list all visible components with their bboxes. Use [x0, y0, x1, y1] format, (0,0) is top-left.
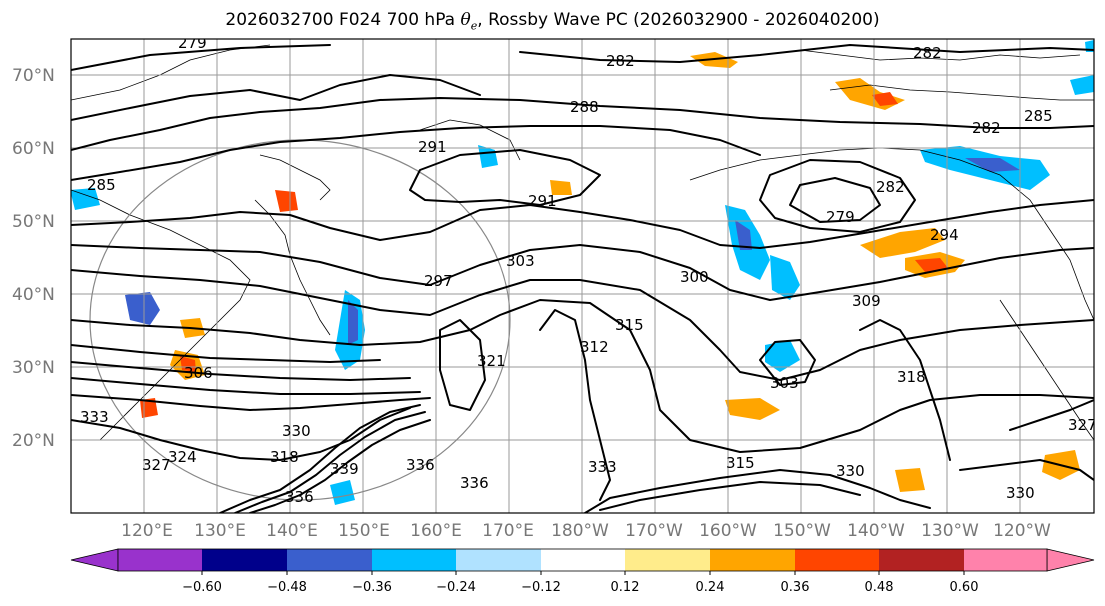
contour-label: 282: [913, 44, 942, 62]
contour-label: 294: [930, 226, 959, 244]
contour-label: 285: [87, 176, 116, 194]
lon-label: 150°E: [338, 521, 390, 541]
colorbar-swatch: [710, 549, 795, 571]
lon-label: 130°W: [921, 521, 979, 541]
lat-label: 50°N: [12, 212, 55, 232]
colorbar-tick-label: −0.60: [182, 580, 222, 595]
colorbar-tick-label: 0.24: [696, 580, 725, 595]
colorbar-tick-label: 0.60: [950, 580, 979, 595]
lon-label: 120°E: [121, 521, 173, 541]
lon-label: 170°W: [625, 521, 683, 541]
coastlines: [71, 44, 1094, 441]
colorbar-swatch: [372, 549, 456, 571]
colorbar-outline: [117, 548, 1048, 572]
contour-label: 288: [570, 98, 599, 116]
colorbar-swatch: [795, 549, 879, 571]
lon-label: 150°W: [773, 521, 831, 541]
contour-label: 282: [876, 178, 905, 196]
contour-label: 300: [680, 268, 709, 286]
contour-label: 279: [178, 34, 207, 52]
contour-label: 324: [168, 448, 197, 466]
colorbar-tick-label: 0.48: [865, 580, 894, 595]
contour-label: 297: [424, 272, 453, 290]
contour-label: 318: [897, 368, 926, 386]
lat-label: 40°N: [12, 285, 55, 305]
contour-label: 282: [606, 52, 635, 70]
contour-label: 303: [770, 374, 799, 392]
lat-label: 70°N: [12, 66, 55, 86]
colorbar-tick-label: 0.12: [611, 580, 640, 595]
contour-label: 306: [184, 364, 213, 382]
colorbar-swatch: [118, 549, 202, 571]
contour-label: 333: [588, 458, 617, 476]
contour-label: 330: [282, 422, 311, 440]
colorbar: −0.60 −0.48 −0.36 −0.24 −0.12 0.12 0.24 …: [70, 548, 1095, 595]
contour-label: 336: [460, 474, 489, 492]
anomaly-shading: [71, 40, 1094, 505]
colorbar-tick-label: −0.48: [267, 580, 307, 595]
contour-label: 285: [1024, 107, 1053, 125]
contour-labels: 279 282 282 282 285 285 288 291 291 279 …: [80, 34, 1097, 506]
latitude-labels: 70°N 60°N 50°N 40°N 30°N 20°N: [12, 66, 55, 451]
map-title: 2026032700 F024 700 hPa θe, Rossby Wave …: [225, 10, 880, 33]
lon-label: 160°E: [410, 521, 462, 541]
lon-label: 180°W: [551, 521, 609, 541]
contour-label: 315: [615, 316, 644, 334]
contour-label: 339: [330, 460, 359, 478]
contour-label: 282: [972, 119, 1001, 137]
contour-label: 312: [580, 338, 609, 356]
lat-label: 30°N: [12, 358, 55, 378]
lon-label: 170°E: [482, 521, 534, 541]
contour-label: 321: [477, 352, 506, 370]
contour-label: 309: [852, 292, 881, 310]
contour-label: 315: [726, 454, 755, 472]
colorbar-max-extend: [1046, 548, 1095, 572]
colorbar-swatch: [879, 549, 964, 571]
contour-label: 318: [270, 448, 299, 466]
lat-label: 60°N: [12, 139, 55, 159]
colorbar-swatch: [625, 549, 710, 571]
colorbar-swatch: [202, 549, 287, 571]
map-content: 279 282 282 282 285 285 288 291 291 279 …: [71, 34, 1097, 513]
map-frame: [70, 38, 1095, 514]
contour-label: 279: [826, 208, 855, 226]
colorbar-tick-label: −0.12: [521, 580, 561, 595]
longitude-labels: 120°E 130°E 140°E 150°E 160°E 170°E 180°…: [121, 521, 1051, 541]
theta-e-contours: [71, 44, 1094, 513]
colorbar-swatch: [541, 549, 625, 571]
contour-label: 327: [142, 456, 171, 474]
colorbar-ticks: [201, 571, 965, 575]
theta-e-symbol: θe: [460, 10, 478, 33]
contour-label: 336: [285, 488, 314, 506]
contour-label: 327: [1068, 416, 1097, 434]
contour-label: 336: [406, 456, 435, 474]
contour-label: 291: [528, 192, 557, 210]
colorbar-tick-label: −0.24: [436, 580, 476, 595]
contour-label: 303: [506, 252, 535, 270]
contour-label: 333: [80, 408, 109, 426]
lon-label: 140°W: [847, 521, 905, 541]
lon-label: 140°E: [266, 521, 318, 541]
colorbar-swatch: [287, 549, 372, 571]
contour-label: 330: [836, 462, 865, 480]
lon-label: 130°E: [194, 521, 246, 541]
colorbar-tick-label: −0.36: [352, 580, 392, 595]
lon-label: 120°W: [993, 521, 1051, 541]
contour-label: 291: [418, 138, 447, 156]
lon-label: 160°W: [699, 521, 757, 541]
colorbar-swatch: [964, 549, 1047, 571]
colorbar-min-extend: [70, 548, 119, 572]
contour-label: 330: [1006, 484, 1035, 502]
lat-label: 20°N: [12, 431, 55, 451]
colorbar-tick-label: 0.36: [781, 580, 810, 595]
colorbar-swatch: [456, 549, 541, 571]
